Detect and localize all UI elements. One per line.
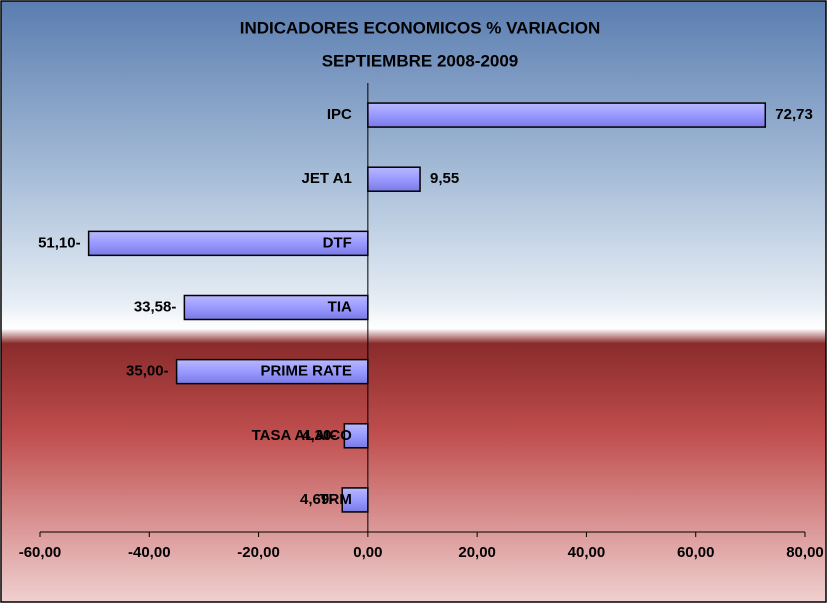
- bar: [183, 294, 369, 321]
- value-label: 72,73: [775, 106, 813, 123]
- x-tick-label: 40,00: [568, 544, 606, 561]
- category-label: JET A1: [302, 170, 352, 187]
- bar: [343, 423, 369, 449]
- x-tick-label: 20,00: [458, 544, 496, 561]
- category-label: DTF: [323, 234, 352, 251]
- bar: [175, 358, 369, 385]
- bar: [87, 230, 369, 257]
- x-tick-label: 80,00: [786, 544, 824, 561]
- category-label: PRIME RATE: [260, 363, 351, 380]
- category-label: TRM: [319, 491, 352, 508]
- value-label: 4,30-: [302, 427, 336, 444]
- x-tick-label: -40,00: [128, 544, 171, 561]
- category-label: TASA ALAICO: [252, 427, 353, 444]
- value-label: 9,55: [430, 170, 459, 187]
- chart-title: INDICADORES ECONOMICOS % VARIACION: [240, 18, 601, 37]
- x-tick-label: 60,00: [677, 544, 715, 561]
- category-label: TIA: [328, 298, 352, 315]
- bar: [367, 166, 421, 192]
- category-label: IPC: [327, 106, 352, 123]
- value-label: 33,58-: [134, 298, 177, 315]
- value-label: 4,69-: [300, 491, 334, 508]
- x-tick-label: 0,00: [353, 544, 382, 561]
- value-label: 51,10-: [38, 234, 81, 251]
- bar: [367, 102, 767, 128]
- value-label: 35,00-: [126, 363, 169, 380]
- bar: [341, 487, 369, 513]
- x-tick-label: -20,00: [237, 544, 280, 561]
- chart-subtitle: SEPTIEMBRE 2008-2009: [322, 51, 519, 70]
- x-tick-label: -60,00: [19, 544, 62, 561]
